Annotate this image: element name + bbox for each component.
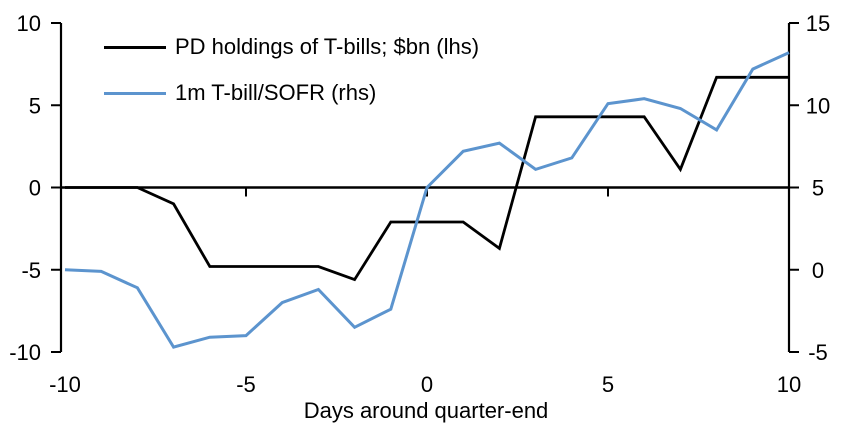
right-axis-tick-label: 10 [806, 93, 830, 118]
x-axis-tick-label: 0 [421, 372, 433, 397]
x-axis-tick-label: -10 [49, 372, 81, 397]
left-axis-tick-label: -5 [21, 258, 41, 283]
right-axis-tick-label: 5 [812, 176, 824, 201]
right-axis-tick-label: -5 [808, 340, 828, 365]
left-axis-tick-label: 5 [29, 93, 41, 118]
left-axis-tick-label: -10 [9, 340, 41, 365]
legend-label-pd-holdings: PD holdings of T-bills; $bn (lhs) [175, 34, 480, 59]
legend-line-sample-blue [104, 91, 166, 95]
legend-item-tbill-sofr: 1m T-bill/SOFR (rhs) [104, 80, 376, 106]
x-axis-tick-label: 5 [602, 372, 614, 397]
legend-label-tbill-sofr: 1m T-bill/SOFR (rhs) [175, 80, 377, 105]
x-axis-tick-label: 10 [777, 372, 801, 397]
right-axis-tick-label: 15 [806, 11, 830, 36]
left-axis-tick-label: 10 [17, 11, 41, 36]
series-line-tbill-sofr [64, 51, 790, 349]
x-axis-title: Days around quarter-end [303, 398, 549, 423]
x-axis-tick-label: -5 [236, 372, 256, 397]
legend-item-pd-holdings: PD holdings of T-bills; $bn (lhs) [104, 34, 479, 60]
right-axis-tick-label: 0 [812, 258, 824, 283]
legend-line-sample-black [104, 45, 166, 49]
series-line-pd-holdings [65, 75, 789, 282]
left-axis-tick-label: 0 [29, 176, 41, 201]
